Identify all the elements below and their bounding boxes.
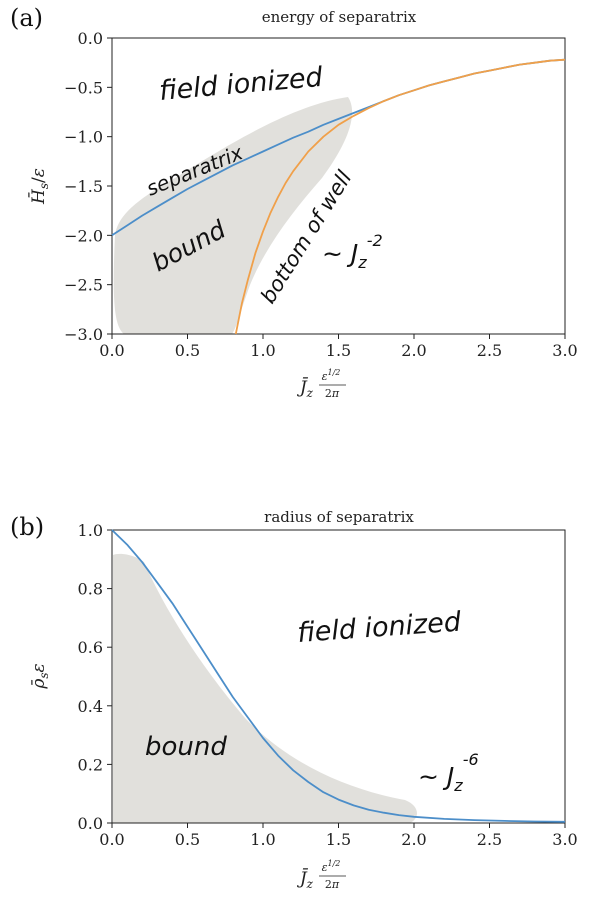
a-ytick-label: −1.5 bbox=[64, 177, 103, 196]
a-xtick-label: 2.5 bbox=[477, 341, 502, 360]
panel-b-ylabel: ρ̄sε bbox=[29, 663, 51, 689]
a-ytick-label: 0.0 bbox=[78, 29, 103, 48]
a-ytick-label: −1.0 bbox=[64, 128, 103, 147]
a-xtick-label: 0.0 bbox=[99, 341, 124, 360]
b-ytick-label: 0.4 bbox=[78, 697, 103, 716]
b-ytick-label: 1.0 bbox=[78, 521, 103, 540]
svg-text:J̄z: J̄z bbox=[297, 867, 314, 891]
svg-text:J̄z: J̄z bbox=[297, 376, 314, 400]
a-xtick-label: 1.5 bbox=[326, 341, 351, 360]
panel-b-series bbox=[111, 529, 566, 823]
panel-b-xlabel: J̄z ε1/2 2π bbox=[297, 859, 346, 891]
panel-a-series bbox=[111, 58, 566, 335]
svg-text:2π: 2π bbox=[325, 878, 340, 891]
a-ytick-label: −3.0 bbox=[64, 325, 103, 344]
panel-a-y-ticks: 0.0 −0.5 −1.0 −1.5 −2.0 −2.5 −3.0 bbox=[64, 29, 112, 344]
a-ytick-label: −0.5 bbox=[64, 78, 103, 97]
b-xtick-label: 0.0 bbox=[99, 830, 124, 849]
svg-text:2π: 2π bbox=[325, 387, 340, 400]
panel-a-annotation-power-law: ~ Jz-2 bbox=[322, 231, 383, 272]
panel-b-x-ticks: 0.0 0.5 1.0 1.5 2.0 2.5 3.0 bbox=[99, 823, 578, 849]
svg-text:~ Jz-2: ~ Jz-2 bbox=[322, 231, 383, 272]
b-xtick-label: 0.5 bbox=[175, 830, 200, 849]
svg-text:ε1/2: ε1/2 bbox=[322, 368, 341, 383]
b-ytick-label: 0.2 bbox=[78, 755, 103, 774]
panel-a-ylabel: H̄s/ε bbox=[27, 168, 51, 205]
panel-a: (a) energy of separatrix 0.0 0.5 1.0 1.5 2.0… bbox=[10, 4, 578, 400]
b-xtick-label: 2.5 bbox=[477, 830, 502, 849]
panel-b-label: (b) bbox=[10, 513, 44, 541]
panel-a-x-ticks: 0.0 0.5 1.0 1.5 2.0 2.5 3.0 bbox=[99, 334, 578, 360]
b-xtick-label: 1.5 bbox=[326, 830, 351, 849]
b-ytick-label: 0.6 bbox=[78, 638, 103, 657]
panel-b-y-ticks: 1.0 0.8 0.6 0.4 0.2 0.0 bbox=[78, 521, 112, 833]
panel-b-annotation-power-law: ~ Jz-6 bbox=[418, 750, 479, 795]
a-xtick-label: 3.0 bbox=[552, 341, 577, 360]
b-ytick-label: 0.0 bbox=[78, 814, 103, 833]
panel-a-xlabel: J̄z ε1/2 2π bbox=[297, 368, 346, 400]
b-xtick-label: 3.0 bbox=[552, 830, 577, 849]
svg-text:ε1/2: ε1/2 bbox=[322, 859, 341, 874]
a-xtick-label: 1.0 bbox=[250, 341, 275, 360]
panel-b-title: radius of separatrix bbox=[264, 508, 414, 526]
panel-b-annotation-bound: bound bbox=[145, 732, 227, 762]
a-ytick-label: −2.0 bbox=[64, 226, 103, 245]
b-ytick-label: 0.8 bbox=[78, 580, 103, 599]
a-series-line-1 bbox=[234, 58, 566, 335]
panel-b-bound-shade bbox=[113, 553, 417, 823]
b-series-line-0 bbox=[111, 529, 566, 823]
a-xtick-label: 2.0 bbox=[401, 341, 426, 360]
b-xtick-label: 2.0 bbox=[401, 830, 426, 849]
panel-a-bound-shade bbox=[113, 97, 353, 334]
svg-text:~ Jz-6: ~ Jz-6 bbox=[418, 750, 479, 795]
panel-a-annotation-field-ionized: field ionized bbox=[158, 62, 325, 107]
a-xtick-label: 0.5 bbox=[175, 341, 200, 360]
panel-a-label: (a) bbox=[10, 4, 43, 32]
panel-a-title: energy of separatrix bbox=[262, 8, 417, 26]
panel-b-annotation-field-ionized: field ionized bbox=[296, 607, 462, 649]
a-ytick-label: −2.5 bbox=[64, 276, 103, 295]
b-xtick-label: 1.0 bbox=[250, 830, 275, 849]
panel-b: (b) radius of separatrix 0.0 0.5 1.0 1.5 2.0… bbox=[10, 508, 578, 891]
